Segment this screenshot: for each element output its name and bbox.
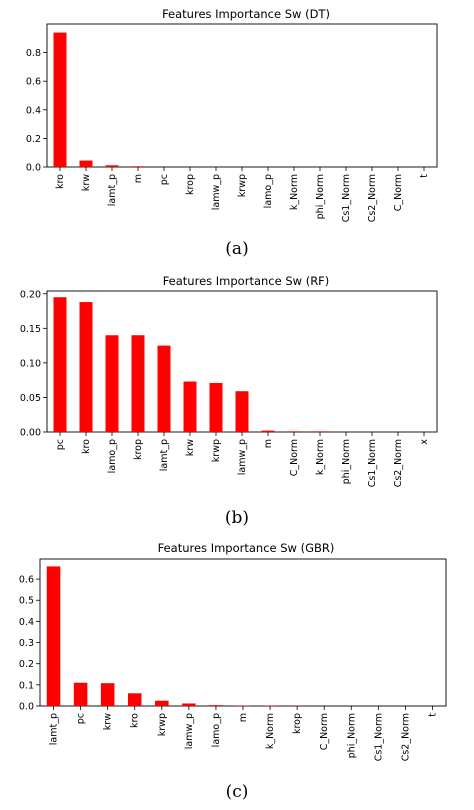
y-tick-label: 0.0	[26, 163, 41, 174]
chart-title: Features Importance Sw (RF)	[163, 274, 330, 288]
panel-label-c: (c)	[225, 782, 249, 802]
x-tick-label: m	[238, 713, 249, 722]
panel-label-b: (b)	[224, 508, 250, 528]
x-tick-label: phi_Norm	[341, 439, 352, 484]
chart-dt: Features Importance Sw (DT) 0.0 0.2 0.4 0.6…	[26, 7, 438, 222]
y-tick-label: 0.4	[19, 617, 34, 628]
bar-krwp	[155, 700, 169, 706]
x-tick-label: C_Norm	[319, 713, 330, 750]
bar-kro	[53, 32, 67, 167]
bar-krw	[79, 160, 93, 167]
bar-lamo_p	[105, 335, 119, 432]
x-tick-label: lamw_p	[237, 439, 248, 475]
x-tick-label: krwp	[237, 174, 248, 197]
y-tick-label: 0.6	[19, 575, 34, 586]
x-tick-label: Cs2_Norm	[367, 174, 378, 222]
x-tick-label: krw	[185, 439, 196, 456]
x-tick-label: m	[133, 174, 144, 183]
x-tick-label: krw	[81, 174, 92, 191]
x-tick-label: k_Norm	[289, 174, 300, 210]
x-tick-label: Cs1_Norm	[367, 439, 378, 487]
x-tick-label: C_Norm	[289, 439, 300, 476]
y-tick-label: 0.10	[20, 358, 41, 369]
bar-lamw_p	[235, 391, 249, 432]
bar-kro	[79, 302, 93, 432]
panel-label-a: (a)	[225, 239, 249, 259]
bar-krw	[183, 381, 197, 432]
x-tick-label: lamw_p	[211, 174, 222, 210]
y-tick-label: 0.2	[19, 659, 34, 670]
bar-lamt_p	[105, 165, 119, 167]
x-tick-label: k_Norm	[265, 713, 276, 749]
bar-lamt_p	[157, 345, 171, 432]
bar-lamo_p	[209, 705, 223, 706]
bar-lamt_p	[46, 566, 61, 706]
x-tick-label: pc	[55, 439, 66, 450]
bar-k_Norm	[313, 431, 327, 432]
x-tick-label: krop	[133, 439, 144, 460]
bar-krop	[131, 335, 145, 432]
x-tick-label: krw	[103, 713, 114, 730]
x-tick-label: krwp	[211, 439, 222, 462]
y-tick-label: 0.20	[20, 289, 41, 300]
bar-pc	[53, 297, 67, 432]
x-tick-label: krop	[185, 174, 196, 195]
chart-rf: Features Importance Sw (RF) 0.00 0.05 0.10…	[20, 274, 438, 487]
chart-title: Features Importance Sw (GBR)	[158, 541, 335, 555]
x-tick-label: t	[427, 713, 438, 717]
x-tick-label: lamo_p	[107, 439, 118, 473]
x-tick-label: k_Norm	[315, 439, 326, 475]
y-tick-label: 0.6	[26, 77, 41, 88]
y-tick-label: 0.5	[19, 596, 34, 607]
y-tick-label: 0.8	[26, 48, 41, 59]
x-tick-label: phi_Norm	[315, 174, 326, 219]
x-tick-label: krwp	[157, 713, 168, 736]
chart-title: Features Importance Sw (DT)	[162, 7, 330, 21]
x-tick-label: lamt_p	[49, 713, 60, 745]
x-tick-label: lamo_p	[211, 713, 222, 747]
x-tick-label: Cs2_Norm	[393, 439, 404, 487]
y-tick-label: 0.15	[20, 324, 41, 335]
x-tick-label: C_Norm	[393, 174, 404, 211]
bar-m	[131, 166, 145, 167]
y-tick-label: 0.2	[26, 134, 41, 145]
bar-pc	[73, 682, 88, 706]
y-tick-label: 0.0	[19, 702, 34, 713]
x-tick-label: Cs2_Norm	[400, 713, 411, 761]
bar-kro	[127, 693, 142, 706]
x-tick-label: x	[419, 439, 430, 445]
x-tick-label: pc	[76, 713, 87, 724]
bar-m	[261, 430, 275, 432]
plot-frame	[46, 23, 438, 168]
x-tick-label: lamo_p	[263, 174, 274, 208]
bar-krw	[100, 683, 115, 706]
bar-C_Norm	[287, 431, 301, 432]
x-tick-label: kro	[55, 174, 66, 189]
y-tick-label: 0.3	[19, 638, 34, 649]
x-tick-label: lamt_p	[107, 174, 118, 206]
x-tick-label: pc	[159, 174, 170, 185]
x-tick-label: krop	[292, 713, 303, 734]
chart-gbr: Features Importance Sw (GBR) 0.0 0.1 0.2 0.…	[19, 541, 447, 761]
bar-krwp	[209, 382, 223, 432]
y-tick-label: 0.4	[26, 105, 41, 116]
x-tick-label: m	[263, 439, 274, 448]
x-tick-label: lamw_p	[184, 713, 195, 749]
x-tick-label: phi_Norm	[346, 713, 357, 758]
y-tick-label: 0.05	[20, 393, 41, 404]
x-tick-label: Cs1_Norm	[341, 174, 352, 222]
y-tick-label: 0.00	[20, 428, 41, 439]
x-tick-label: kro	[81, 439, 92, 454]
bar-lamw_p	[182, 703, 196, 706]
x-tick-label: lamt_p	[159, 439, 170, 471]
y-tick-label: 0.1	[19, 680, 34, 691]
x-tick-label: kro	[130, 713, 141, 728]
x-tick-label: Cs1_Norm	[373, 713, 384, 761]
x-tick-label: t	[419, 174, 430, 178]
